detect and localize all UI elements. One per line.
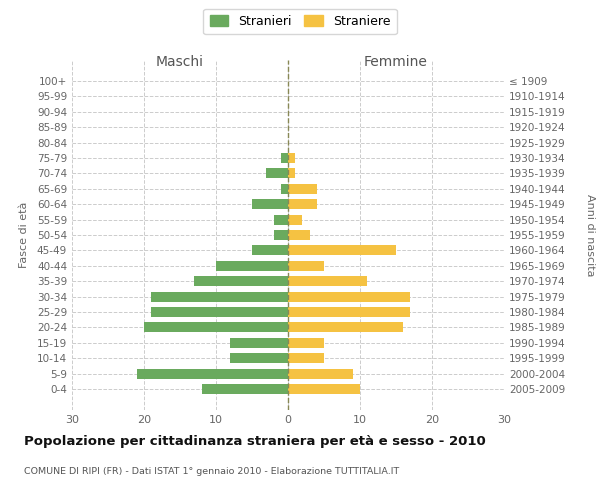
- Bar: [151, 307, 288, 317]
- Text: Femmine: Femmine: [364, 54, 428, 68]
- Bar: [202, 384, 288, 394]
- Bar: [288, 261, 324, 271]
- Y-axis label: Anni di nascita: Anni di nascita: [585, 194, 595, 276]
- Bar: [266, 168, 288, 178]
- Bar: [274, 230, 288, 240]
- Text: COMUNE DI RIPI (FR) - Dati ISTAT 1° gennaio 2010 - Elaborazione TUTTITALIA.IT: COMUNE DI RIPI (FR) - Dati ISTAT 1° genn…: [24, 468, 399, 476]
- Bar: [274, 214, 288, 224]
- Bar: [288, 153, 295, 163]
- Legend: Stranieri, Straniere: Stranieri, Straniere: [203, 8, 397, 34]
- Text: Maschi: Maschi: [156, 54, 204, 68]
- Bar: [288, 276, 367, 286]
- Bar: [288, 368, 353, 378]
- Bar: [230, 354, 288, 364]
- Bar: [252, 246, 288, 256]
- Bar: [281, 184, 288, 194]
- Y-axis label: Fasce di età: Fasce di età: [19, 202, 29, 268]
- Bar: [288, 230, 310, 240]
- Bar: [288, 246, 396, 256]
- Bar: [288, 214, 302, 224]
- Bar: [151, 292, 288, 302]
- Bar: [281, 153, 288, 163]
- Bar: [288, 307, 410, 317]
- Bar: [288, 354, 324, 364]
- Bar: [194, 276, 288, 286]
- Bar: [288, 168, 295, 178]
- Bar: [230, 338, 288, 348]
- Text: Popolazione per cittadinanza straniera per età e sesso - 2010: Popolazione per cittadinanza straniera p…: [24, 435, 486, 448]
- Bar: [137, 368, 288, 378]
- Bar: [288, 199, 317, 209]
- Bar: [252, 199, 288, 209]
- Bar: [144, 322, 288, 332]
- Bar: [288, 322, 403, 332]
- Bar: [288, 338, 324, 348]
- Bar: [288, 384, 360, 394]
- Bar: [288, 184, 317, 194]
- Bar: [216, 261, 288, 271]
- Bar: [288, 292, 410, 302]
